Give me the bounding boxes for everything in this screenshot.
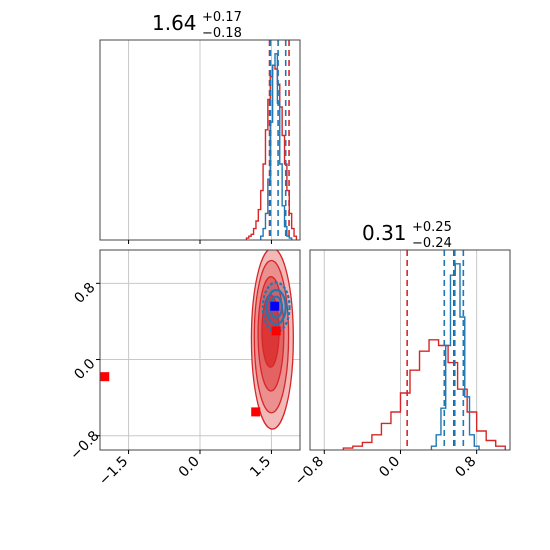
p2-series-group xyxy=(342,250,506,450)
contour-fill-layer xyxy=(250,250,294,430)
blue-contour-level xyxy=(265,288,287,326)
p1-series-group xyxy=(245,40,298,240)
p1-title-median: 1.64 xyxy=(152,11,197,35)
p2-histogram-red xyxy=(342,339,506,450)
marker-square xyxy=(270,301,280,311)
marker-layer xyxy=(100,301,281,417)
series-layer xyxy=(245,40,506,450)
grid-layer xyxy=(100,40,478,450)
p1-title-minus: −0.18 xyxy=(202,26,242,41)
marker-square xyxy=(251,407,261,417)
p1-title-plus: +0.17 xyxy=(202,10,242,25)
panel-frame-p2 xyxy=(309,249,511,451)
p2-title-median: 0.31 xyxy=(362,221,407,245)
marker-square xyxy=(271,326,281,336)
marker-square xyxy=(100,372,110,382)
p2-histogram-blue xyxy=(430,263,480,450)
p2-title-plus: +0.25 xyxy=(412,220,452,235)
p1-histogram-blue xyxy=(260,53,293,240)
p2-title-minus: −0.24 xyxy=(412,236,452,251)
scatter-contour-fill-group xyxy=(250,250,294,430)
